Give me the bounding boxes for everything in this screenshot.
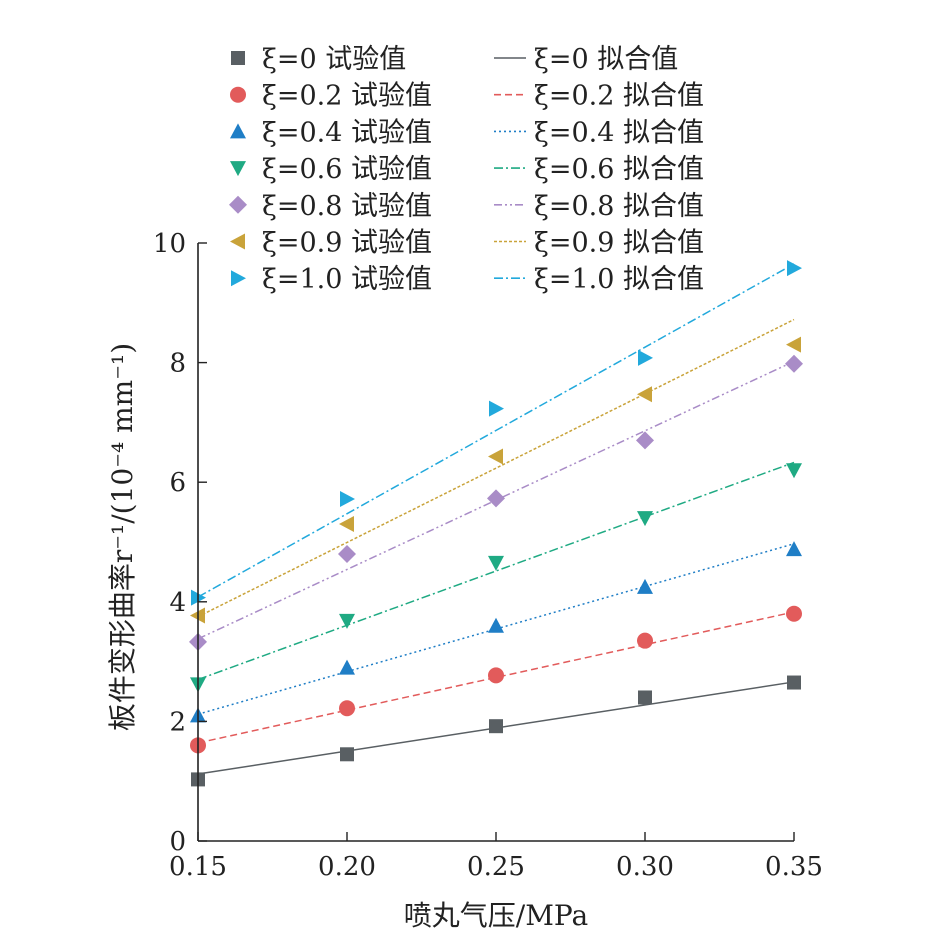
y-tick-label: 8 bbox=[169, 349, 186, 379]
data-point-s1-p3 bbox=[637, 632, 653, 649]
legend-marker-5 bbox=[230, 233, 245, 250]
data-point-s2-p1 bbox=[339, 659, 355, 675]
legend-marker-2 bbox=[230, 123, 246, 139]
legend-label: ξ=0.4 拟合值 bbox=[534, 117, 704, 148]
legend-marker-1 bbox=[230, 86, 246, 103]
y-tick-label: 4 bbox=[169, 588, 186, 618]
fit-line-3 bbox=[197, 461, 795, 681]
legend: ξ=0 试验值 ξ=0.2 试验值 ξ=0.4 试验值 ξ=0.6 试验值 ξ=0.8 … bbox=[229, 44, 704, 295]
x-tick-label: 0.20 bbox=[318, 852, 376, 882]
y-tick-label: 2 bbox=[169, 707, 186, 737]
legend-label: ξ=0.9 试验值 bbox=[262, 228, 432, 259]
data-point-s4-p1 bbox=[338, 544, 356, 563]
x-tick-label: 0.25 bbox=[467, 852, 525, 882]
data-point-s0-p2 bbox=[489, 719, 503, 734]
data-point-s4-p2 bbox=[487, 489, 505, 508]
legend-marker-4 bbox=[229, 195, 247, 214]
data-point-s6-p2 bbox=[489, 400, 504, 417]
legend-label: ξ=0.6 拟合值 bbox=[534, 154, 704, 185]
data-point-s3-p1 bbox=[339, 613, 355, 629]
legend-label: ξ=0.4 试验值 bbox=[262, 117, 432, 148]
data-point-s1-p1 bbox=[339, 700, 355, 717]
legend-label: ξ=1.0 拟合值 bbox=[534, 264, 704, 295]
y-tick-label: 6 bbox=[169, 468, 186, 498]
data-point-s2-p4 bbox=[786, 541, 802, 557]
legend-label: ξ=0.6 试验值 bbox=[262, 154, 432, 185]
data-point-s6-p4 bbox=[787, 260, 802, 277]
data-point-s5-p2 bbox=[488, 448, 503, 465]
data-point-s5-p3 bbox=[637, 386, 652, 403]
legend-marker-6 bbox=[231, 270, 246, 287]
x-tick-label: 0.30 bbox=[616, 852, 674, 882]
x-axis-label: 喷丸气压/MPa bbox=[404, 899, 588, 932]
data-point-s0-p4 bbox=[787, 675, 801, 690]
legend-label: ξ=0.2 拟合值 bbox=[534, 81, 704, 112]
legend-marker-0 bbox=[231, 51, 245, 65]
fit-line-1 bbox=[197, 611, 795, 744]
legend-marker-3 bbox=[230, 161, 246, 177]
axes: 0.15 0.20 0.25 0.30 0.35 0 2 4 6 8 10 bbox=[153, 229, 823, 882]
data-point-s0-p1 bbox=[340, 747, 354, 762]
data-point-s6-p3 bbox=[638, 349, 653, 366]
fit-line-2 bbox=[197, 543, 795, 715]
fit-line-6 bbox=[197, 263, 795, 598]
data-point-s1-p4 bbox=[786, 605, 802, 622]
x-tick-label: 0.35 bbox=[765, 852, 823, 882]
data-point-s6-p1 bbox=[340, 490, 355, 507]
data-point-s3-p4 bbox=[786, 463, 802, 479]
data-point-s3-p2 bbox=[488, 555, 504, 571]
fit-line-5 bbox=[197, 318, 795, 618]
y-tick-label: 0 bbox=[169, 827, 186, 857]
legend-label: ξ=0.2 试验值 bbox=[262, 81, 432, 112]
data-point-s3-p3 bbox=[637, 511, 653, 527]
legend-label: ξ=0.9 拟合值 bbox=[534, 228, 704, 259]
data-point-s1-p2 bbox=[488, 667, 504, 684]
data-point-s5-p1 bbox=[339, 516, 354, 533]
legend-label: ξ=0 拟合值 bbox=[534, 44, 678, 75]
fit-line-4 bbox=[197, 360, 795, 640]
data-point-s2-p2 bbox=[488, 617, 504, 633]
data-point-s2-p3 bbox=[637, 578, 653, 594]
plot-area bbox=[189, 260, 803, 787]
legend-label: ξ=1.0 试验值 bbox=[262, 264, 432, 295]
y-axis-label: 板件变形曲率r⁻¹/(10⁻⁴ mm⁻¹) bbox=[106, 343, 139, 731]
legend-label: ξ=0.8 试验值 bbox=[262, 191, 432, 222]
x-tick-label: 0.15 bbox=[169, 852, 227, 882]
legend-label: ξ=0.8 拟合值 bbox=[534, 191, 704, 222]
data-point-s5-p4 bbox=[786, 336, 801, 353]
data-point-s4-p4 bbox=[785, 354, 803, 373]
data-point-s4-p3 bbox=[636, 431, 654, 450]
legend-label: ξ=0 试验值 bbox=[262, 44, 406, 75]
data-point-s0-p3 bbox=[638, 690, 652, 705]
y-tick-label: 10 bbox=[153, 229, 186, 259]
